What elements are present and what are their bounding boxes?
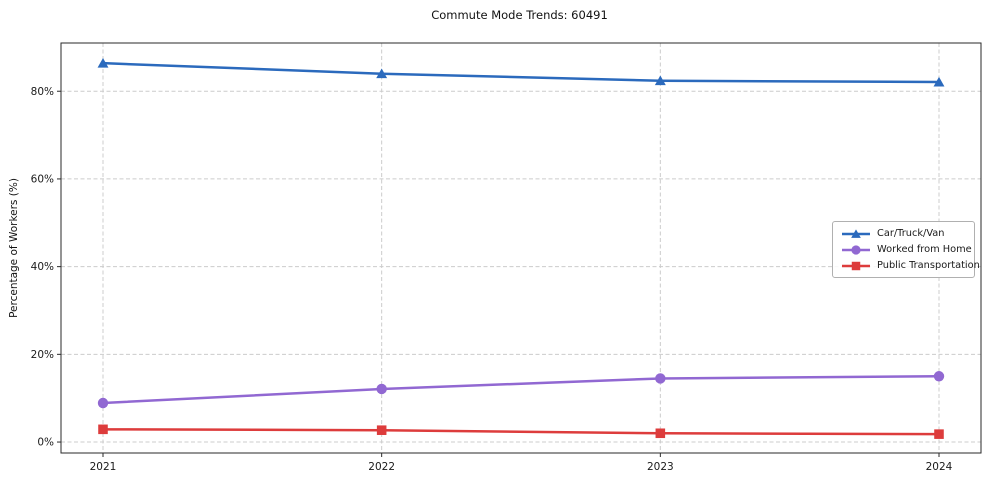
data-point-square <box>655 428 666 439</box>
legend-label: Public Transportation <box>877 260 980 271</box>
series-worked-from-home <box>97 371 945 409</box>
data-point-circle <box>97 397 109 409</box>
data-point-triangle <box>97 57 109 68</box>
legend-item-public-transportation: Public Transportation <box>840 259 980 272</box>
legend-marker-triangle-icon <box>851 228 861 238</box>
data-point-triangle <box>933 76 945 87</box>
legend-item-car-truck-van: Car/Truck/Van <box>840 227 967 240</box>
legend-marker-circle-icon <box>851 244 861 255</box>
data-point-circle <box>376 383 387 395</box>
data-point-triangle <box>376 68 388 79</box>
chart-title: Commute Mode Trends: 60491 <box>431 8 608 22</box>
x-tick-label: 2024 <box>926 461 953 473</box>
data-point-circle <box>655 373 666 384</box>
x-tick-label: 2021 <box>90 461 117 473</box>
series-car-truck-van <box>97 57 945 87</box>
legend-label: Worked from Home <box>877 244 972 255</box>
data-point-square <box>98 424 108 435</box>
legend-swatch-square-icon <box>842 261 870 270</box>
y-tick-label: 40% <box>31 261 54 273</box>
y-tick-label: 20% <box>31 349 54 361</box>
legend-item-worked-from-home: Worked from Home <box>840 243 972 256</box>
legend: Car/Truck/Van Worked from Home Public Tr… <box>832 221 980 278</box>
y-tick-label: 0% <box>37 437 54 449</box>
y-tick-label: 60% <box>31 174 54 186</box>
series-public-transportation <box>98 424 944 439</box>
legend-marker-square-icon <box>851 261 861 270</box>
series-line-public-transportation <box>101 428 941 436</box>
plot-border <box>60 42 982 454</box>
data-point-circle <box>933 371 945 382</box>
series-line-worked-from-home <box>101 375 941 405</box>
legend-label: Car/Truck/Van <box>877 228 945 239</box>
data-point-triangle <box>654 75 666 86</box>
data-point-square <box>376 425 387 435</box>
series-line-car-truck-van <box>101 61 941 84</box>
x-tick-label: 2023 <box>647 461 674 473</box>
x-tick-label: 2022 <box>368 461 395 473</box>
legend-swatch-triangle-icon <box>842 228 870 238</box>
y-tick-label: 80% <box>31 86 54 98</box>
data-point-square <box>934 429 944 439</box>
legend-swatch-circle-icon <box>842 244 870 255</box>
